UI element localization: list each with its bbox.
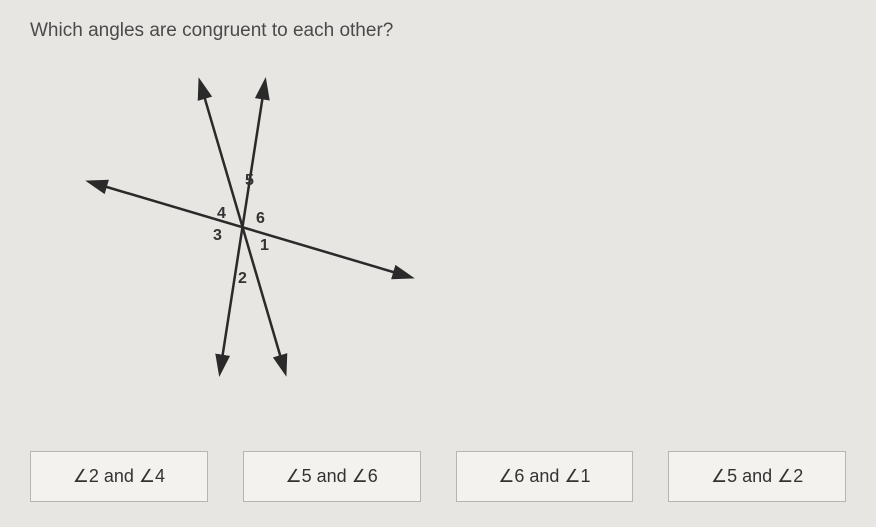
angle-label-6: 6: [256, 210, 265, 228]
angle-label-1: 1: [260, 237, 269, 255]
option-4[interactable]: ∠5 and ∠2: [668, 451, 846, 502]
angle-label-3: 3: [213, 227, 222, 245]
angle-diagram: 5 4 6 3 12: [70, 62, 470, 402]
question-text: Which angles are congruent to each other…: [30, 20, 846, 42]
option-2[interactable]: ∠5 and ∠6: [243, 451, 421, 502]
angle-label-5: 5: [245, 172, 254, 190]
angle-label-2: 2: [238, 270, 247, 288]
option-3[interactable]: ∠6 and ∠1: [456, 451, 634, 502]
answer-options: ∠2 and ∠4 ∠5 and ∠6 ∠6 and ∠1 ∠5 and ∠2: [30, 451, 846, 502]
angle-label-4: 4: [217, 205, 226, 223]
option-1[interactable]: ∠2 and ∠4: [30, 451, 208, 502]
lines-svg: [70, 62, 470, 402]
